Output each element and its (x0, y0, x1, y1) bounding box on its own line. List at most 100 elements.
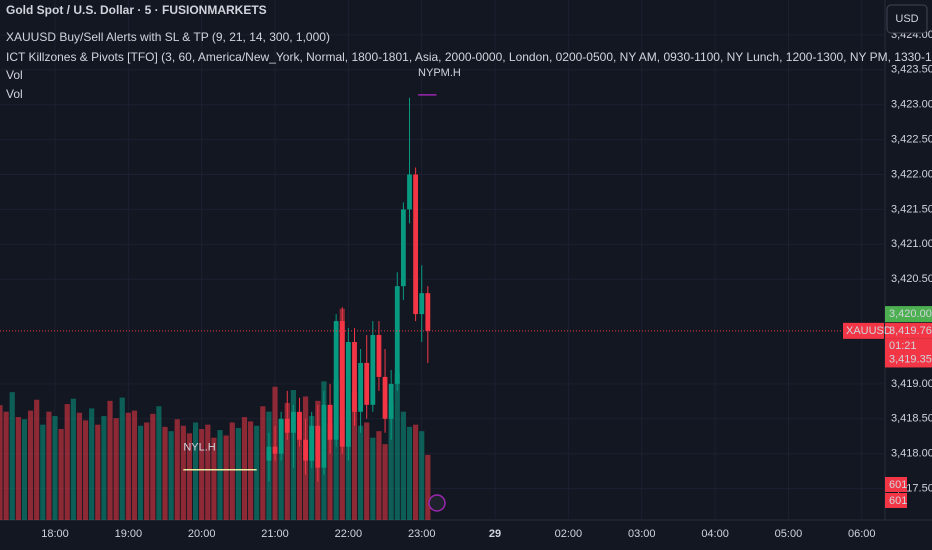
volume-bar (119, 397, 125, 520)
volume-bar (21, 419, 28, 520)
volume-bar (419, 431, 425, 520)
x-tick-label: 03:00 (628, 528, 656, 540)
volume-bar (400, 411, 406, 520)
candle-body (297, 411, 302, 440)
volume-bar (70, 398, 76, 520)
volume-bar (46, 411, 52, 520)
volume-marker-label: 601 (889, 479, 907, 491)
volume-bar (95, 424, 101, 520)
volume-bar (27, 410, 34, 520)
volume-marker (885, 493, 907, 508)
volume-bar (3, 411, 9, 520)
pivot-label: NYPM.H (418, 67, 461, 79)
candle-body (394, 286, 400, 384)
volume-bar (278, 420, 284, 520)
currency-label[interactable]: USD (895, 13, 918, 25)
volume-bar (101, 416, 107, 520)
price-marker-label: 3,419.76 (889, 325, 932, 337)
candle-body (309, 425, 315, 461)
x-tick-label: 04:00 (701, 528, 729, 540)
volume-bar (296, 412, 303, 520)
symbol-tag (843, 322, 884, 339)
x-tick-label: 05:00 (775, 528, 803, 540)
volume-bar (64, 404, 70, 520)
candle-body (400, 209, 406, 287)
volume-bar (413, 424, 419, 520)
x-tick-label: 18:00 (41, 528, 69, 540)
y-tick-label: 3,418.50 (891, 413, 932, 425)
volume-bar (217, 430, 223, 520)
volume-bar (156, 406, 162, 520)
indicator: Vol (6, 87, 23, 101)
volume-bar (144, 422, 150, 520)
volume-bar (205, 424, 211, 520)
candle-body (352, 342, 357, 412)
candle-body (290, 411, 296, 433)
y-tick-label: 3,422.00 (891, 168, 932, 180)
volume-bar (192, 422, 199, 520)
y-tick-label: 3,420.50 (891, 273, 932, 285)
volume-bar (260, 406, 266, 520)
y-tick-label: 3,419.00 (891, 378, 932, 390)
volume-bar (382, 444, 388, 520)
candle-body (419, 293, 425, 315)
volume-bar (58, 429, 64, 520)
x-tick-label: 29 (489, 528, 501, 540)
axes: 3,417.503,418.003,418.503,419.003,420.50… (41, 29, 932, 540)
price-marker (885, 351, 932, 368)
indicator: Vol (6, 68, 23, 82)
volume-bar (309, 416, 315, 520)
volume-bar (131, 410, 138, 520)
volume-bar (0, 405, 3, 520)
y-tick-label: 3,421.50 (891, 203, 932, 215)
candle-body (303, 439, 308, 461)
volume-bar (15, 417, 21, 520)
volume-bar (186, 433, 193, 520)
candle-body (333, 321, 339, 440)
alert-icon (428, 494, 446, 512)
x-tick-label: 02:00 (555, 528, 583, 540)
volume-bar (89, 408, 95, 520)
volume-bar (333, 379, 339, 520)
volume-bar (168, 431, 174, 520)
volume-bar (235, 427, 241, 520)
candle-body (425, 293, 431, 331)
volume-bar (137, 425, 144, 520)
candle-body (388, 383, 394, 419)
y-tick-label: 3,423.50 (891, 64, 932, 76)
volume-bar (52, 416, 58, 520)
volume-bar (40, 424, 46, 520)
candle-body (370, 335, 376, 405)
candle-body (339, 321, 345, 447)
candle-body (413, 174, 419, 315)
x-tick-label: 20:00 (188, 528, 216, 540)
volume-bar (376, 431, 382, 520)
volume-bar (358, 425, 364, 520)
volume-bar (199, 429, 205, 520)
candle-body (382, 376, 388, 419)
volume-bar (388, 403, 394, 520)
volume-bar (351, 392, 358, 520)
volume-bar (327, 423, 333, 520)
y-tick-label: 3,422.50 (891, 134, 932, 146)
candle-body (364, 362, 370, 405)
volume-bar (394, 373, 400, 520)
volume-bar (425, 454, 431, 520)
x-tick-label: 19:00 (115, 528, 143, 540)
countdown-box (885, 338, 932, 353)
volume-bar (254, 425, 260, 520)
symbol-title: Gold Spot / U.S. Dollar · 5 · FUSIONMARK… (6, 3, 267, 17)
volume-bar (150, 413, 156, 520)
candle-body (266, 446, 272, 461)
volume-marker (885, 477, 907, 492)
candle-body (345, 342, 351, 447)
price-marker-label: 3,420.00 (889, 308, 932, 320)
y-tick-label: 3,418.00 (891, 448, 932, 460)
countdown: 01:21 (889, 340, 917, 352)
candle-body (272, 446, 278, 454)
volume-bar (113, 418, 119, 520)
volume-bar (364, 422, 370, 520)
currency-button[interactable] (886, 4, 928, 34)
